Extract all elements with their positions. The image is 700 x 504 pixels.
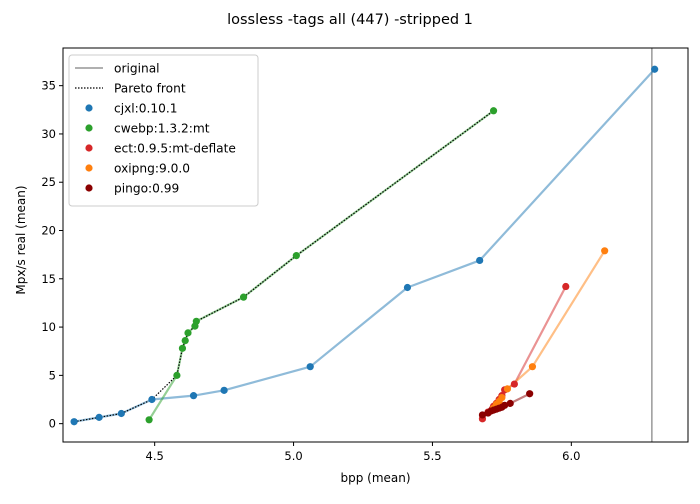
- y-tick-label-1: 5: [49, 368, 56, 382]
- data-point-4-0: [478, 411, 487, 419]
- y-tick-label-2: 10: [41, 320, 56, 334]
- data-point-3-6: [601, 247, 609, 255]
- data-point-4-8: [506, 399, 514, 407]
- y-tick-label-7: 35: [41, 79, 56, 93]
- legend-series-1-marker: [85, 124, 93, 132]
- data-point-4-9: [526, 390, 534, 398]
- x-tick-label-1: 5.0: [284, 449, 302, 463]
- y-tick-label-6: 30: [41, 127, 56, 141]
- data-point-1-6: [192, 317, 200, 325]
- x-tick-label-3: 6.0: [562, 449, 580, 463]
- data-point-1-4: [184, 329, 192, 337]
- y-tick-label-4: 20: [41, 224, 56, 238]
- legend-series-1-label: cwebp:1.3.2:mt: [114, 122, 210, 136]
- x-axis-label: bpp (mean): [340, 471, 410, 485]
- data-point-2-9: [562, 282, 570, 291]
- data-point-0-8: [476, 256, 484, 265]
- legend-original-label: original: [114, 62, 160, 76]
- legend-series-2-marker: [85, 144, 93, 152]
- plot-frame: [62, 47, 689, 443]
- legend-box: [68, 54, 259, 207]
- data-point-0-9: [651, 65, 659, 73]
- data-point-1-0: [145, 416, 153, 424]
- data-point-0-5: [220, 386, 228, 394]
- data-point-1-9: [489, 107, 498, 115]
- data-point-1-8: [292, 252, 300, 260]
- data-point-1-1: [173, 371, 181, 379]
- data-point-3-4: [503, 385, 512, 393]
- data-point-1-7: [239, 293, 248, 301]
- y-tick-label-5: 25: [41, 175, 56, 189]
- chart-title: lossless -tags all (447) -stripped 1: [227, 12, 473, 28]
- legend-series-4-marker: [85, 184, 93, 192]
- data-point-2-8: [510, 380, 518, 388]
- x-tick-label-2: 5.5: [423, 449, 441, 463]
- data-point-0-6: [306, 363, 314, 371]
- data-point-3-5: [528, 363, 537, 371]
- y-axis-label: Mpx/s real (mean): [14, 185, 28, 294]
- y-tick-label-0: 0: [49, 417, 56, 431]
- data-point-0-7: [403, 283, 412, 292]
- legend-series-2-label: ect:0.9.5:mt-deflate: [114, 142, 236, 156]
- data-point-0-1: [95, 413, 103, 421]
- legend: original Pareto front cjxl:0.10.1 cwebp:1.3…: [68, 54, 259, 207]
- y-tick-label-3: 15: [41, 272, 56, 286]
- legend-series-4-label: pingo:0.99: [114, 182, 179, 196]
- data-point-1-3: [181, 337, 189, 345]
- legend-series-3-label: oxipng:9.0.0: [114, 162, 190, 176]
- data-point-0-3: [148, 395, 156, 404]
- data-point-3-3: [498, 393, 506, 402]
- legend-series-0-label: cjxl:0.10.1: [114, 102, 178, 116]
- legend-series-3-marker: [85, 164, 93, 172]
- x-tick-label-0: 4.5: [146, 449, 164, 463]
- data-point-0-0: [70, 418, 78, 426]
- data-point-1-2: [178, 344, 187, 352]
- data-point-0-4: [189, 392, 198, 400]
- data-point-4-7: [501, 401, 509, 409]
- data-point-0-2: [117, 409, 125, 418]
- legend-series-0-marker: [85, 104, 93, 112]
- legend-pareto-label: Pareto front: [114, 82, 186, 96]
